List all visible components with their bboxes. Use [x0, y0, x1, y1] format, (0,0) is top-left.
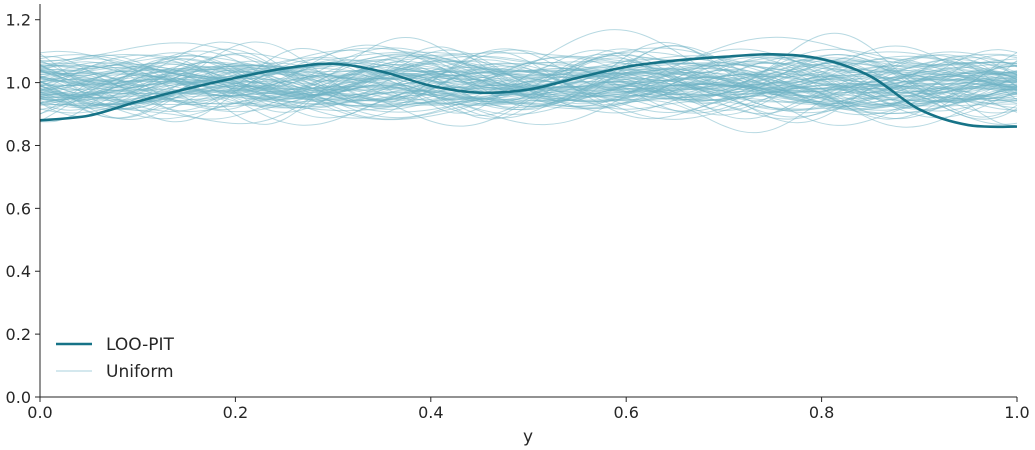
y-ticks: 0.0 0.2 0.4 0.6 0.8 1.0 1.2 [6, 11, 40, 407]
x-tick-label: 0.4 [418, 403, 443, 422]
uniform-curve [39, 74, 1018, 128]
uniform-curve [39, 65, 1018, 119]
x-tick-label: 0.2 [223, 403, 248, 422]
uniform-curve [39, 41, 1018, 103]
uniform-curve [39, 52, 1018, 93]
legend: LOO-PIT Uniform [56, 335, 174, 382]
y-tick-label: 0.2 [6, 325, 31, 344]
y-tick-label: 1.0 [6, 74, 31, 93]
uniform-curve [39, 61, 1018, 116]
uniform-curve [39, 50, 1018, 106]
y-tick-label: 1.2 [6, 11, 31, 30]
legend-label-loo-pit: LOO-PIT [106, 335, 174, 355]
uniform-curve [39, 60, 1018, 83]
legend-label-uniform: Uniform [106, 362, 174, 382]
x-tick-label: 0.8 [809, 403, 834, 422]
x-tick-label: 0.0 [27, 403, 52, 422]
uniform-curve [39, 52, 1018, 123]
uniform-curve [39, 32, 1018, 101]
uniform-curves [39, 29, 1018, 134]
uniform-curve [39, 73, 1018, 109]
uniform-curve [39, 79, 1018, 105]
x-tick-label: 0.6 [613, 403, 638, 422]
loo-pit-line [39, 52, 1018, 129]
axes [39, 4, 1017, 398]
y-tick-label: 0.0 [6, 388, 31, 407]
x-axis-label: y [523, 427, 533, 447]
x-tick-label: 1.0 [1004, 403, 1029, 422]
x-ticks: 0.0 0.2 0.4 0.6 0.8 1.0 [27, 397, 1030, 422]
y-tick-label: 0.8 [6, 136, 31, 155]
uniform-curve [39, 69, 1018, 121]
uniform-curve [39, 36, 1018, 106]
y-tick-label: 0.6 [6, 199, 31, 218]
uniform-curve [39, 69, 1018, 126]
uniform-curve [39, 50, 1018, 82]
y-tick-label: 0.4 [6, 262, 31, 281]
uniform-curve [39, 64, 1018, 126]
